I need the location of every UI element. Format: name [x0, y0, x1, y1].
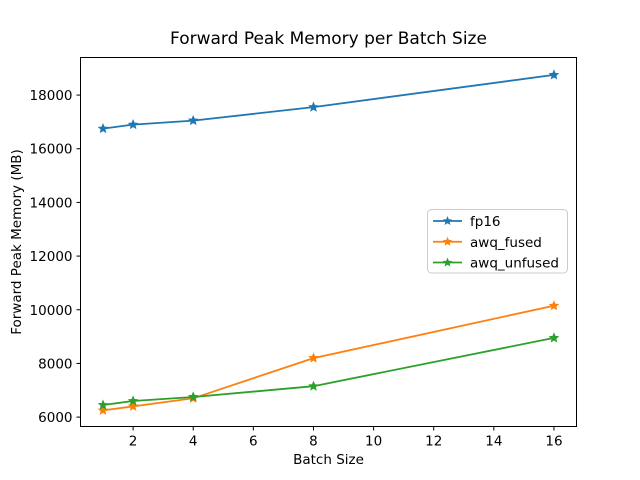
y-tick-label: 12000: [30, 249, 73, 265]
y-tick-label: 14000: [30, 195, 73, 211]
data-point-marker: [187, 391, 199, 402]
legend-marker: [442, 257, 453, 267]
data-point-marker: [548, 300, 560, 311]
y-tick-label: 8000: [38, 356, 72, 372]
legend-entry-awq_unfused: awq_unfused: [433, 256, 559, 272]
data-point-marker: [548, 332, 560, 343]
data-point-marker: [308, 380, 319, 391]
data-point-marker: [97, 404, 109, 415]
y-tick-label: 10000: [30, 303, 73, 319]
data-point-marker: [97, 399, 109, 410]
data-point-marker: [548, 69, 560, 80]
plot-frame: [80, 57, 577, 427]
x-tick-label: 2: [129, 434, 138, 450]
x-tick-label: 16: [545, 434, 562, 450]
x-tick-label: 8: [309, 434, 318, 450]
y-tick-label: 16000: [30, 142, 73, 158]
x-tick-label: 10: [365, 434, 382, 450]
series-awq_unfused: [97, 332, 560, 410]
legend-marker: [442, 236, 453, 246]
legend-label: awq_unfused: [470, 256, 559, 272]
data-point-marker: [308, 352, 319, 363]
data-point-marker: [127, 400, 139, 411]
y-tick-label: 18000: [30, 88, 73, 104]
legend-entry-fp16: fp16: [433, 214, 501, 230]
series-awq_fused: [97, 300, 560, 415]
data-point-marker: [97, 123, 109, 134]
x-tick-label: 14: [485, 434, 502, 450]
data-point-marker: [127, 119, 139, 130]
y-axis-ticks: 6000 8000 10000 12000 14000 16000 18000: [30, 88, 81, 426]
legend: fp16 awq_fused awq_unfused: [427, 209, 568, 274]
x-tick-label: 4: [189, 434, 198, 450]
series-fp16: [97, 69, 560, 134]
legend-label: fp16: [470, 214, 501, 230]
x-axis-label: Batch Size: [293, 452, 364, 468]
data-point-marker: [127, 395, 139, 406]
legend-entry-awq_fused: awq_fused: [433, 235, 542, 251]
data-point-marker: [308, 101, 319, 112]
x-tick-label: 6: [249, 434, 258, 450]
legend-marker: [442, 216, 453, 225]
data-point-marker: [187, 115, 199, 126]
y-tick-label: 6000: [38, 410, 72, 426]
chart-title: Forward Peak Memory per Batch Size: [170, 29, 487, 49]
legend-label: awq_fused: [470, 235, 542, 251]
x-tick-label: 12: [425, 434, 442, 450]
y-axis-label: Forward Peak Memory (MB): [9, 149, 25, 335]
x-axis-ticks: 2 4 6 8 10 12 14 16: [129, 426, 563, 450]
legend-box: [427, 209, 568, 274]
